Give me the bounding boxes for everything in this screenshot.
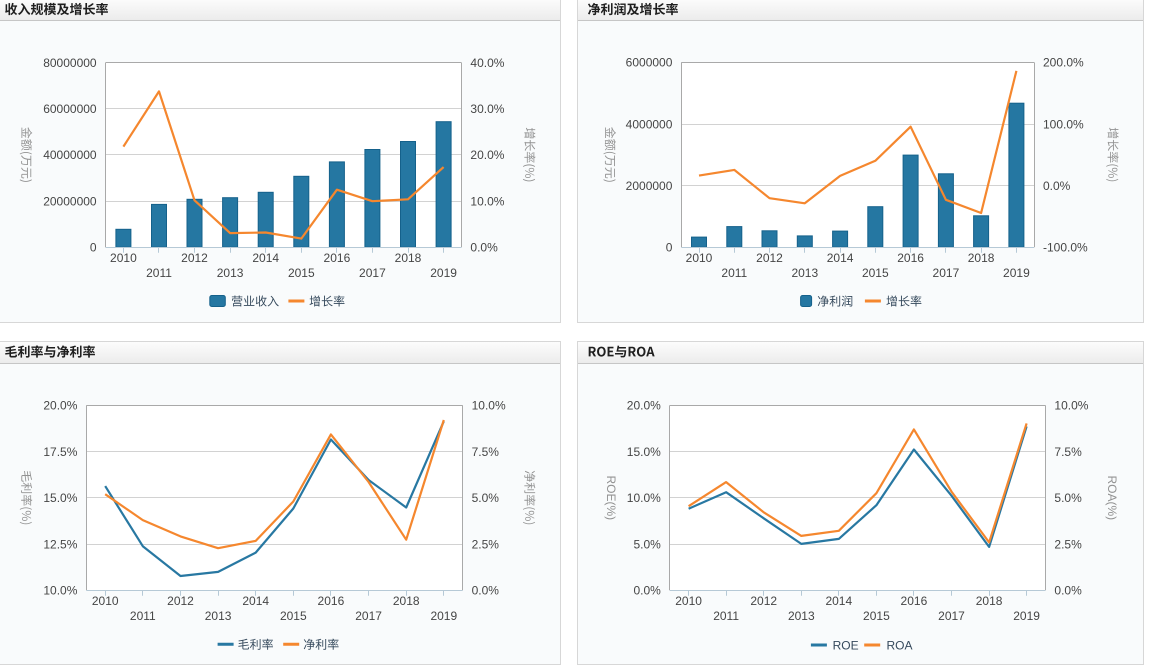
- svg-text:6000000: 6000000: [626, 56, 673, 70]
- svg-text:7.5%: 7.5%: [472, 445, 500, 459]
- svg-text:5.0%: 5.0%: [1054, 491, 1082, 505]
- svg-text:2018: 2018: [395, 251, 422, 265]
- svg-text:2015: 2015: [280, 609, 307, 623]
- svg-text:0: 0: [666, 241, 673, 255]
- svg-text:2015: 2015: [863, 609, 890, 623]
- svg-text:20.0%: 20.0%: [470, 148, 504, 162]
- svg-text:80000000: 80000000: [43, 56, 97, 70]
- svg-text:40000000: 40000000: [43, 148, 97, 162]
- svg-text:2016: 2016: [318, 594, 345, 608]
- svg-text:200.0%: 200.0%: [1043, 56, 1084, 70]
- svg-text:40.0%: 40.0%: [470, 56, 504, 70]
- svg-text:10.0%: 10.0%: [1054, 399, 1088, 413]
- svg-text:2014: 2014: [825, 594, 852, 608]
- svg-text:0: 0: [90, 241, 97, 255]
- svg-text:2018: 2018: [968, 251, 995, 265]
- svg-text:2012: 2012: [181, 251, 208, 265]
- svg-text:4000000: 4000000: [626, 117, 673, 131]
- svg-text:0.0%: 0.0%: [1054, 584, 1082, 598]
- svg-text:ROE(%): ROE(%): [604, 475, 618, 520]
- svg-text:2013: 2013: [217, 266, 244, 280]
- svg-text:2019: 2019: [1013, 609, 1040, 623]
- svg-text:2014: 2014: [827, 251, 854, 265]
- svg-text:2011: 2011: [146, 266, 172, 280]
- svg-text:2016: 2016: [901, 594, 928, 608]
- svg-text:2010: 2010: [92, 594, 119, 608]
- svg-text:2019: 2019: [1003, 266, 1030, 280]
- svg-text:2011: 2011: [721, 266, 747, 280]
- svg-text:10.0%: 10.0%: [627, 491, 661, 505]
- svg-text:20.0%: 20.0%: [627, 399, 661, 413]
- svg-text:ROE: ROE: [833, 638, 859, 652]
- svg-text:5.0%: 5.0%: [633, 537, 661, 551]
- svg-text:ROA: ROA: [887, 638, 913, 652]
- svg-text:2015: 2015: [862, 266, 889, 280]
- svg-text:12.5%: 12.5%: [43, 537, 77, 551]
- svg-text:2015: 2015: [288, 266, 315, 280]
- svg-text:20000000: 20000000: [43, 194, 97, 208]
- svg-text:15.0%: 15.0%: [627, 445, 661, 459]
- svg-text:ROA(%): ROA(%): [1105, 475, 1119, 520]
- svg-text:10.0%: 10.0%: [43, 584, 77, 598]
- svg-text:10.0%: 10.0%: [470, 194, 504, 208]
- svg-text:2013: 2013: [205, 609, 232, 623]
- svg-text:2016: 2016: [897, 251, 924, 265]
- svg-text:2011: 2011: [713, 609, 739, 623]
- svg-text:2.5%: 2.5%: [472, 537, 500, 551]
- svg-text:2017: 2017: [355, 609, 382, 623]
- svg-text:100.0%: 100.0%: [1043, 117, 1084, 131]
- svg-text:2014: 2014: [242, 594, 269, 608]
- svg-text:0.0%: 0.0%: [472, 584, 500, 598]
- svg-text:7.5%: 7.5%: [1054, 445, 1082, 459]
- svg-text:20.0%: 20.0%: [43, 399, 77, 413]
- svg-text:30.0%: 30.0%: [470, 102, 504, 116]
- svg-text:2010: 2010: [686, 251, 713, 265]
- svg-text:2013: 2013: [788, 609, 815, 623]
- svg-text:2019: 2019: [430, 266, 457, 280]
- svg-text:2010: 2010: [675, 594, 702, 608]
- svg-text:2013: 2013: [791, 266, 818, 280]
- svg-text:0.0%: 0.0%: [633, 584, 661, 598]
- svg-text:2000000: 2000000: [626, 179, 673, 193]
- svg-text:15.0%: 15.0%: [43, 491, 77, 505]
- svg-text:10.0%: 10.0%: [472, 399, 506, 413]
- svg-text:2012: 2012: [756, 251, 783, 265]
- svg-text:2.5%: 2.5%: [1054, 537, 1082, 551]
- svg-text:2016: 2016: [324, 251, 351, 265]
- svg-text:2018: 2018: [393, 594, 420, 608]
- svg-text:0.0%: 0.0%: [470, 241, 498, 255]
- svg-text:2017: 2017: [938, 609, 965, 623]
- svg-text:0.0%: 0.0%: [1043, 179, 1071, 193]
- svg-text:2019: 2019: [430, 609, 457, 623]
- svg-text:2011: 2011: [130, 609, 156, 623]
- svg-text:60000000: 60000000: [43, 102, 97, 116]
- svg-text:5.0%: 5.0%: [472, 491, 500, 505]
- svg-text:-100.0%: -100.0%: [1043, 241, 1088, 255]
- svg-text:2010: 2010: [110, 251, 137, 265]
- svg-text:2014: 2014: [252, 251, 279, 265]
- svg-text:2012: 2012: [750, 594, 777, 608]
- svg-text:17.5%: 17.5%: [43, 445, 77, 459]
- svg-text:2017: 2017: [359, 266, 386, 280]
- svg-text:2012: 2012: [167, 594, 194, 608]
- svg-text:2017: 2017: [933, 266, 960, 280]
- svg-text:2018: 2018: [976, 594, 1003, 608]
